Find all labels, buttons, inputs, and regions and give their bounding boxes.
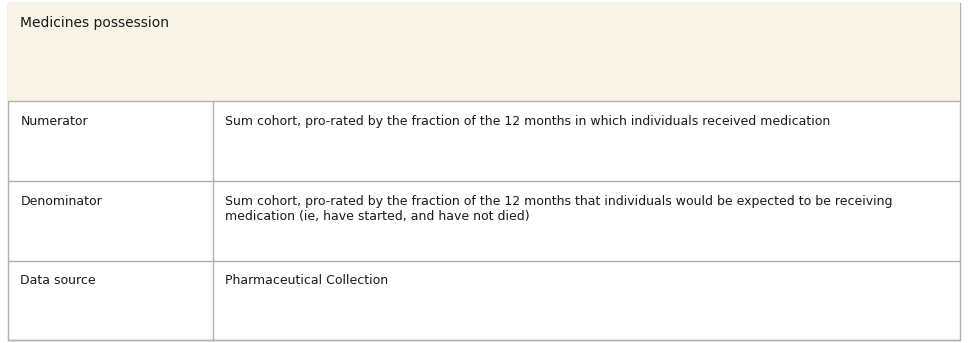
Bar [8,3,960,101]
Text: Denominator: Denominator [20,194,102,208]
Text: Data source: Data source [20,274,96,287]
Text: Pharmaceutical Collection: Pharmaceutical Collection [226,274,388,287]
Text: Numerator: Numerator [20,115,88,128]
Text: Sum cohort, pro-rated by the fraction of the 12 months that individuals would be: Sum cohort, pro-rated by the fraction of… [226,194,892,223]
Text: Sum cohort, pro-rated by the fraction of the 12 months in which individuals rece: Sum cohort, pro-rated by the fraction of… [226,115,831,128]
Text: Medicines possession: Medicines possession [20,16,169,31]
